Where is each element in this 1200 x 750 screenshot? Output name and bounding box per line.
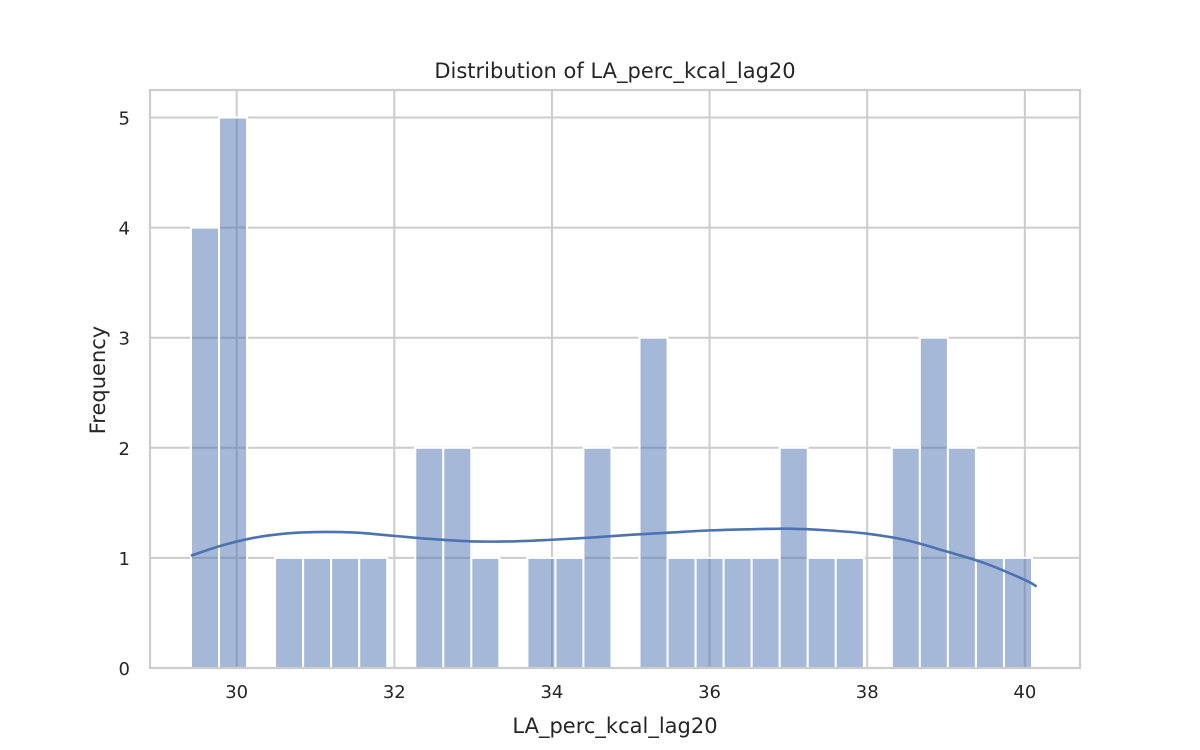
histogram-bar xyxy=(666,556,697,670)
histogram-bar xyxy=(834,556,865,670)
histogram-bar xyxy=(274,556,305,670)
x-tick-label: 30 xyxy=(225,682,248,703)
y-tick-label: 2 xyxy=(119,439,130,460)
histogram-bar xyxy=(189,226,221,669)
y-tick-label: 4 xyxy=(119,219,130,240)
x-tick-label: 34 xyxy=(540,682,563,703)
histogram-bar xyxy=(414,446,445,669)
bar-layer xyxy=(189,116,1034,670)
histogram-bar xyxy=(694,556,725,670)
histogram-bar xyxy=(638,336,669,669)
y-tick-label: 3 xyxy=(119,329,130,350)
histogram-bar xyxy=(918,336,949,669)
histogram-bar xyxy=(302,556,333,670)
y-axis-label: Frequency xyxy=(86,326,110,435)
y-tick-label: 1 xyxy=(119,549,130,570)
y-tick-label: 0 xyxy=(119,659,130,680)
histogram-bar xyxy=(750,556,781,670)
histogram-bar xyxy=(582,446,613,669)
histogram-bar xyxy=(974,556,1005,670)
histogram-bar xyxy=(358,556,389,670)
histogram-bar xyxy=(330,556,361,670)
histogram-bar xyxy=(722,556,753,670)
histogram-bar xyxy=(778,446,809,669)
chart-title: Distribution of LA_perc_kcal_lag20 xyxy=(434,59,795,84)
x-tick-label: 32 xyxy=(383,682,406,703)
histogram-bar xyxy=(1002,556,1034,670)
kde-curve xyxy=(190,527,1038,588)
histogram-bar xyxy=(470,556,501,670)
x-axis-label: LA_perc_kcal_lag20 xyxy=(512,714,717,739)
histogram-bar xyxy=(526,556,557,670)
x-tick-label: 40 xyxy=(1013,682,1036,703)
histogram-bar xyxy=(218,116,249,670)
x-tick-label: 36 xyxy=(698,682,721,703)
y-tick-label: 5 xyxy=(119,109,130,130)
histogram-bar xyxy=(890,446,921,669)
x-tick-label: 38 xyxy=(856,682,879,703)
plot-frame xyxy=(148,88,1082,670)
histogram-bar xyxy=(442,446,473,669)
histogram-bar xyxy=(554,556,585,670)
histogram-bar xyxy=(806,556,837,670)
